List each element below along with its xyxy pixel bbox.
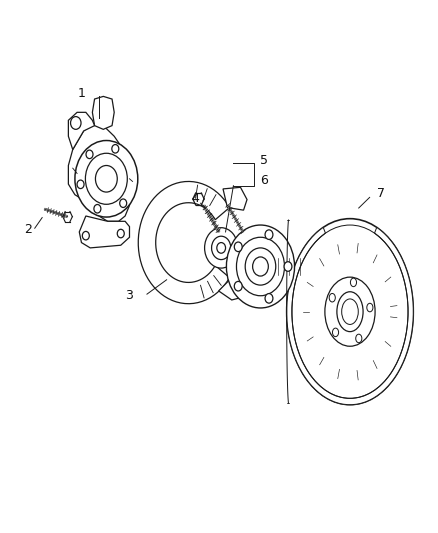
Ellipse shape xyxy=(287,219,413,405)
Polygon shape xyxy=(68,112,95,150)
Text: 1: 1 xyxy=(78,87,85,100)
Ellipse shape xyxy=(329,294,336,302)
Circle shape xyxy=(205,228,238,268)
Circle shape xyxy=(237,237,285,296)
Circle shape xyxy=(284,262,292,271)
Polygon shape xyxy=(219,278,248,300)
Polygon shape xyxy=(92,96,114,130)
Text: 2: 2 xyxy=(24,223,32,236)
Polygon shape xyxy=(138,181,230,304)
Circle shape xyxy=(217,243,226,253)
Ellipse shape xyxy=(325,277,375,346)
Polygon shape xyxy=(68,123,132,221)
Text: 3: 3 xyxy=(126,289,134,302)
Ellipse shape xyxy=(350,278,357,287)
Circle shape xyxy=(120,199,127,207)
Circle shape xyxy=(94,205,101,213)
Circle shape xyxy=(77,180,84,189)
Ellipse shape xyxy=(367,303,373,312)
Text: 4: 4 xyxy=(191,192,199,206)
Polygon shape xyxy=(287,228,413,405)
Circle shape xyxy=(253,257,268,276)
Circle shape xyxy=(85,154,127,204)
Polygon shape xyxy=(79,216,130,248)
Circle shape xyxy=(265,294,273,303)
Circle shape xyxy=(95,165,117,192)
Text: 6: 6 xyxy=(261,174,268,187)
Circle shape xyxy=(117,229,124,238)
Circle shape xyxy=(265,230,273,239)
Text: 7: 7 xyxy=(377,187,385,200)
Circle shape xyxy=(245,248,276,285)
Circle shape xyxy=(234,242,242,252)
Circle shape xyxy=(86,150,93,159)
Ellipse shape xyxy=(337,292,363,332)
Ellipse shape xyxy=(356,334,362,343)
Ellipse shape xyxy=(332,328,339,337)
Circle shape xyxy=(82,231,89,240)
Polygon shape xyxy=(230,258,256,275)
Circle shape xyxy=(75,141,138,217)
Polygon shape xyxy=(223,187,247,210)
Circle shape xyxy=(234,281,242,291)
Circle shape xyxy=(226,225,294,308)
Circle shape xyxy=(71,117,81,130)
Circle shape xyxy=(112,144,119,153)
Text: 5: 5 xyxy=(261,154,268,167)
Ellipse shape xyxy=(342,299,358,325)
Circle shape xyxy=(212,236,231,260)
